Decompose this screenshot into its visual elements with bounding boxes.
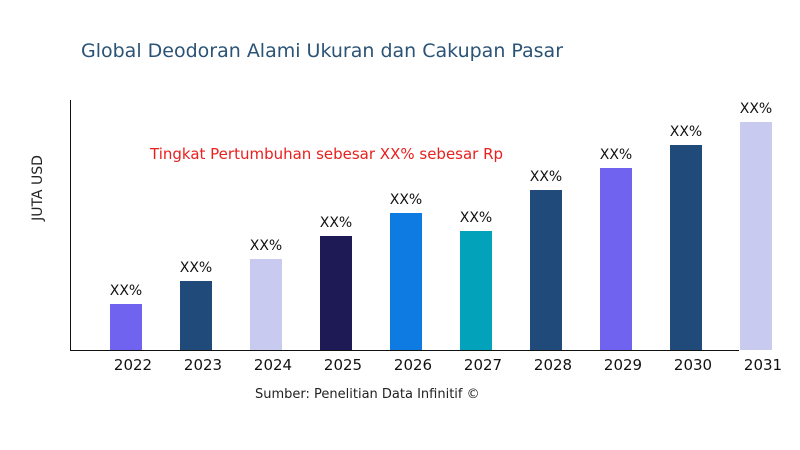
x-tick-2031: 2031 <box>744 356 782 374</box>
x-tick-2028: 2028 <box>534 356 572 374</box>
data-label-2023: XX% <box>180 260 212 276</box>
bar-2028 <box>530 190 562 350</box>
data-label-2027: XX% <box>460 210 492 226</box>
x-tick-2022: 2022 <box>114 356 152 374</box>
bar-2029 <box>600 168 632 350</box>
bar-2024 <box>250 259 282 350</box>
source-note: Sumber: Penelitian Data Infinitif © <box>255 387 480 402</box>
x-tick-2023: 2023 <box>184 356 222 374</box>
x-tick-2026: 2026 <box>394 356 432 374</box>
bar-2025 <box>320 236 352 350</box>
x-tick-2027: 2027 <box>464 356 502 374</box>
bar-2027 <box>460 231 492 350</box>
growth-annotation: Tingkat Pertumbuhan sebesar XX% sebesar … <box>150 145 504 163</box>
data-label-2029: XX% <box>600 147 632 163</box>
data-label-2030: XX% <box>670 124 702 140</box>
bar-2031 <box>740 122 772 350</box>
data-label-2031: XX% <box>740 101 772 117</box>
bar-2030 <box>670 145 702 350</box>
x-tick-2029: 2029 <box>604 356 642 374</box>
x-tick-2030: 2030 <box>674 356 712 374</box>
data-label-2024: XX% <box>250 238 282 254</box>
bar-2022 <box>110 304 142 350</box>
data-label-2022: XX% <box>110 283 142 299</box>
chart-title: Global Deodoran Alami Ukuran dan Cakupan… <box>81 40 564 62</box>
bar-2026 <box>390 213 422 350</box>
data-label-2025: XX% <box>320 215 352 231</box>
data-label-2028: XX% <box>530 169 562 185</box>
x-tick-2024: 2024 <box>254 356 292 374</box>
data-label-2026: XX% <box>390 192 422 208</box>
x-tick-2025: 2025 <box>324 356 362 374</box>
bar-2023 <box>180 281 212 350</box>
